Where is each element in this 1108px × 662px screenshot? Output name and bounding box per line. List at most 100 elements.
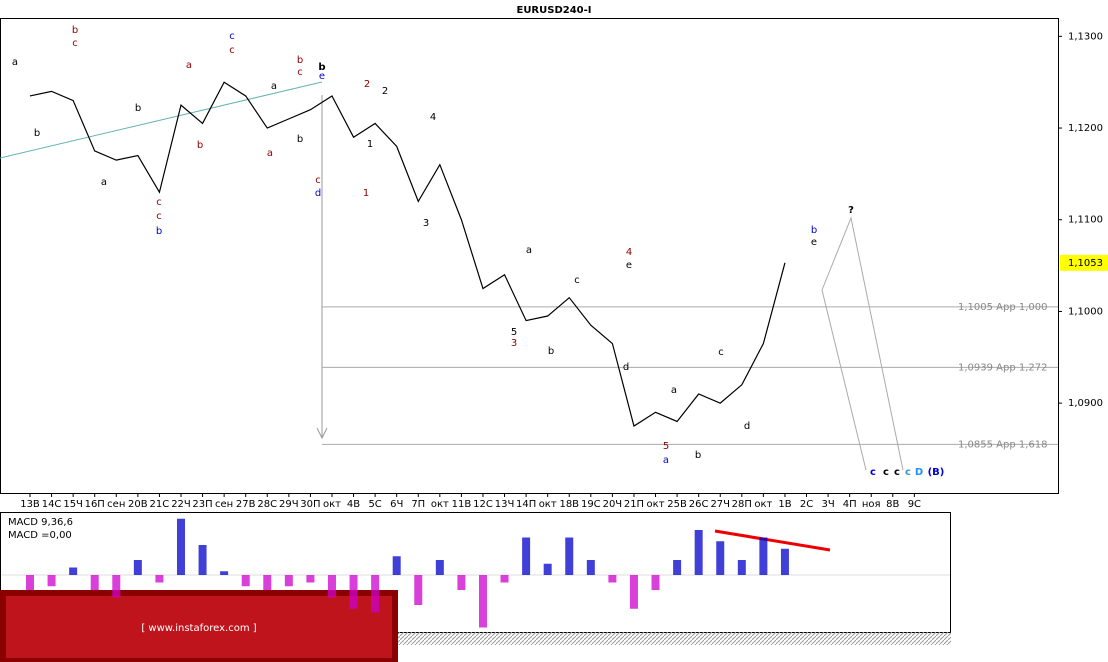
wave-label: e <box>811 237 817 248</box>
macd-bar <box>414 575 423 605</box>
macd-bar <box>780 548 789 575</box>
x-tick-label: 22Ч <box>171 499 191 510</box>
wave-label: a <box>12 57 18 68</box>
wave-label: 5 <box>511 327 517 338</box>
macd-bar <box>112 575 121 598</box>
wave-label: b <box>811 225 817 236</box>
x-tick-label: 25В <box>667 499 687 510</box>
macd-bar <box>392 556 401 575</box>
price-frame <box>0 18 1059 494</box>
wave-label: b <box>34 128 40 139</box>
divergence-line <box>714 529 831 552</box>
wave-label: 3 <box>511 338 517 349</box>
wave-label: 1 <box>367 139 373 150</box>
macd-bar <box>371 575 380 613</box>
wave-label: c <box>883 467 889 478</box>
x-tick-label: 21С <box>150 499 170 510</box>
x-tick-label: сен <box>215 499 233 510</box>
last-price-label: 1,1053 <box>1068 258 1103 269</box>
wave-label: c <box>870 467 876 478</box>
macd-bar <box>241 575 250 587</box>
wave-label: c <box>894 467 900 478</box>
x-tick-label: 12С <box>473 499 493 510</box>
macd-bar <box>176 518 185 575</box>
wave-label: c <box>156 197 162 208</box>
x-tick-label: 6Ч <box>390 499 403 510</box>
wave-label: b <box>156 226 162 237</box>
wave-label: c <box>297 67 303 78</box>
macd-bar <box>586 560 595 575</box>
macd-bar <box>90 575 99 590</box>
macd-bar <box>220 571 229 575</box>
chart-title: EURUSD240-I <box>516 5 591 16</box>
macd-bar <box>133 560 142 575</box>
wave-label: 4 <box>626 247 632 258</box>
macd-bar <box>543 563 552 575</box>
y-tick-label: 1,1100 <box>1068 215 1103 226</box>
level-label: 1,1005 App 1,000 <box>958 302 1048 313</box>
watermark: [ www.instaforex.com ] <box>141 623 256 634</box>
wave-label: a <box>267 148 273 159</box>
x-tick-label: 9С <box>908 499 921 510</box>
x-tick-label: окт <box>647 499 665 510</box>
x-tick-label: 3Ч <box>821 499 834 510</box>
watermark-inner <box>6 596 392 658</box>
wave-label: e <box>319 71 325 82</box>
trend-line <box>0 81 323 159</box>
wave-label: D <box>915 467 923 478</box>
x-tick-label: 4П <box>843 499 857 510</box>
wave-label: a <box>186 60 192 71</box>
x-tick-label: 20В <box>128 499 148 510</box>
wave-label: b <box>297 55 303 66</box>
macd-bar <box>673 560 682 575</box>
x-tick-label: 11В <box>452 499 472 510</box>
wave-label: d <box>623 362 629 373</box>
macd-bar <box>435 560 444 575</box>
wave-label: ? <box>848 205 854 216</box>
wave-label: b <box>135 103 141 114</box>
macd-bar <box>457 575 466 590</box>
x-tick-label: сен <box>107 499 125 510</box>
macd-value: MACD =0,00 <box>8 530 72 541</box>
macd-bar <box>716 541 725 575</box>
macd-bar <box>608 575 617 583</box>
macd-bar <box>694 530 703 575</box>
x-tick-label: 27В <box>236 499 256 510</box>
wave-label: c <box>315 175 321 186</box>
x-tick-label: 26С <box>689 499 709 510</box>
wave-label: b <box>548 346 554 357</box>
wave-label: d <box>315 188 321 199</box>
x-tick-label: 16П <box>85 499 105 510</box>
wave-label: c <box>229 31 235 42</box>
y-tick-label: 1,1000 <box>1068 306 1103 317</box>
forecast-path <box>821 289 867 471</box>
x-tick-label: 13Ч <box>495 499 515 510</box>
x-tick-label: 19С <box>581 499 601 510</box>
wave-label: c <box>156 211 162 222</box>
wave-label: a <box>671 385 677 396</box>
wave-label: b <box>318 62 325 73</box>
macd-bar <box>565 537 574 575</box>
x-tick-label: 7П <box>411 499 425 510</box>
macd-bar <box>478 575 487 628</box>
wave-label: b <box>72 25 78 36</box>
y-tick-label: 1,1200 <box>1068 123 1103 134</box>
macd-title: MACD 9,36,6 <box>8 517 73 528</box>
x-tick-label: 14С <box>42 499 62 510</box>
x-tick-label: 21П <box>624 499 644 510</box>
wave-label: a <box>101 177 107 188</box>
x-tick-label: окт <box>323 499 341 510</box>
wave-label: b <box>197 140 203 151</box>
x-tick-label: 30П <box>300 499 320 510</box>
forecast-path <box>821 216 904 471</box>
x-tick-label: 28С <box>257 499 277 510</box>
macd-bar <box>284 575 293 587</box>
y-tick-label: 1,1300 <box>1068 31 1103 42</box>
macd-bar <box>651 575 660 590</box>
x-tick-label: окт <box>539 499 557 510</box>
x-tick-label: 23П <box>192 499 212 510</box>
macd-bar <box>198 545 207 575</box>
x-tick-label: 8В <box>886 499 899 510</box>
wave-label: c <box>72 38 78 49</box>
